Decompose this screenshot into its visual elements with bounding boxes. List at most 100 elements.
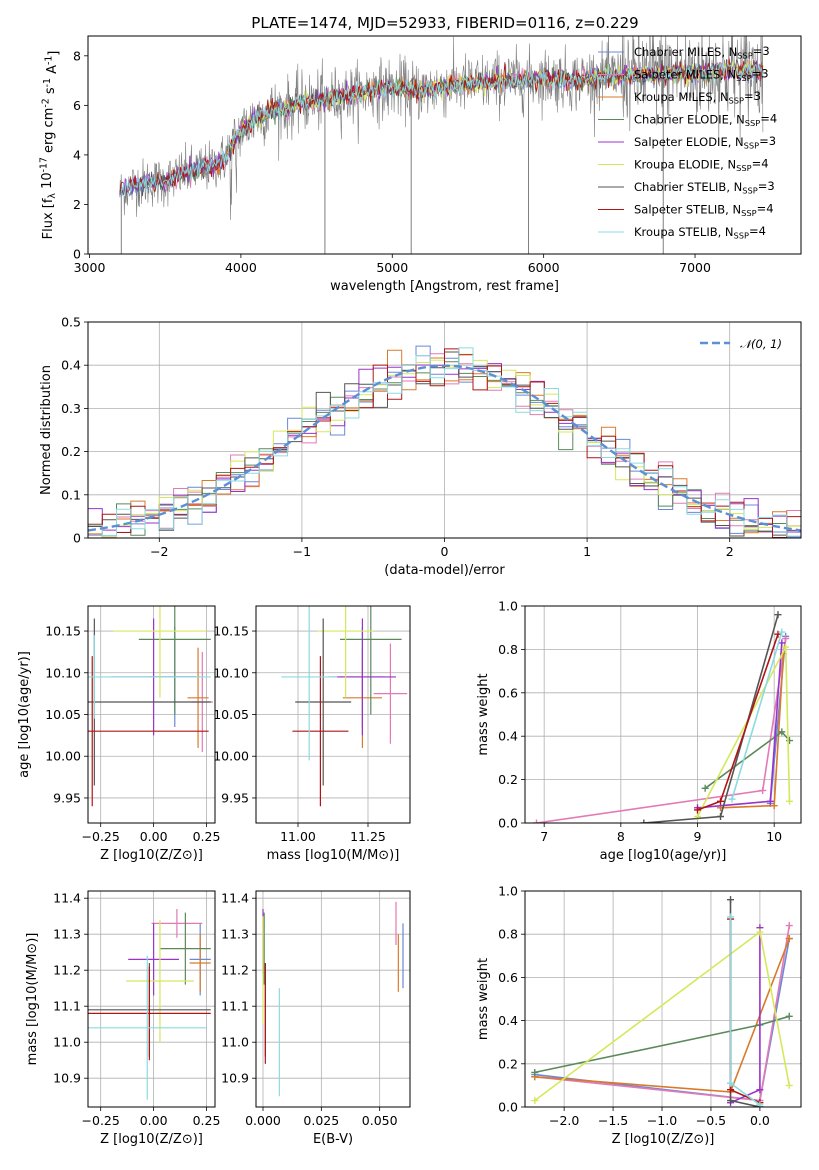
histogram-step bbox=[88, 347, 801, 538]
x-axis-label: Z [log10(Z/Z⊙)] bbox=[612, 1132, 715, 1147]
x-tick-label: 5000 bbox=[376, 260, 408, 275]
x-tick-label: 3000 bbox=[74, 260, 106, 275]
errorbar-point bbox=[317, 606, 374, 698]
mass-weight-marker bbox=[759, 786, 767, 794]
y-tick-label: 0.2 bbox=[498, 772, 518, 787]
y-tick-label: 0.2 bbox=[498, 1056, 518, 1071]
mass-weight-marker bbox=[756, 1101, 764, 1107]
x-axis-label: wavelength [Angstrom, rest frame] bbox=[330, 279, 559, 294]
plot-area-mass_vs_ebv bbox=[262, 901, 404, 1097]
y-tick-label: 8 bbox=[73, 48, 81, 63]
panel-spectrum: 3000 4000 5000 6000 7000 0 2 4 6 8 wavelength [Ang… bbox=[39, 35, 802, 294]
x-axis-label: age [log10(age/yr)] bbox=[600, 848, 727, 863]
panel-age_vs_Z: −0.25 0.00 0.25 9.95 10.00 10.05 10.10 10.15 Z [… bbox=[17, 605, 220, 863]
mass-weight-marker bbox=[778, 639, 786, 647]
y-axis-label: Normed distribution bbox=[39, 365, 54, 495]
x-tick-label: −1 bbox=[293, 544, 311, 559]
x-tick-label: 11.25 bbox=[350, 829, 386, 844]
mass-weight-marker bbox=[756, 928, 764, 936]
x-tick-label: 0.00 bbox=[140, 829, 168, 844]
plot-area-spectrum bbox=[119, 36, 764, 254]
y-tick-label: 11.2 bbox=[221, 963, 249, 978]
y-tick-label: 10.9 bbox=[221, 1071, 249, 1086]
panel-residuals: −2 −1 0 1 2 0 0.1 0.2 0.3 0.4 0.5 (data-model)/erro… bbox=[39, 315, 802, 578]
y-tick-label: 10.05 bbox=[213, 707, 249, 722]
axes-frame bbox=[524, 605, 802, 824]
mass-weight-marker bbox=[785, 922, 793, 930]
y-tick-label: 10.9 bbox=[53, 1071, 81, 1086]
x-tick-label: 9 bbox=[694, 829, 702, 844]
errorbar-point bbox=[88, 635, 211, 719]
plot-area-age_vs_Z bbox=[88, 606, 213, 807]
observed-spectrum-line bbox=[119, 36, 764, 220]
errorbar-point bbox=[189, 934, 211, 992]
x-tick-label: 1 bbox=[583, 544, 591, 559]
errorbar-point bbox=[88, 966, 211, 1061]
mass-weight-marker bbox=[778, 728, 786, 736]
mass-weight-marker bbox=[786, 797, 793, 805]
model-spectrum-line bbox=[119, 61, 764, 196]
y-axis-label: age [log10(age/yr)] bbox=[17, 651, 32, 778]
panel-mass_vs_ebv: 0.000 0.025 0.050 10.9 11.0 11.1 11.2 11.3 11.4 E… bbox=[221, 890, 411, 1147]
y-tick-label: 9.95 bbox=[221, 790, 249, 805]
y-tick-label: 10.15 bbox=[45, 624, 81, 639]
y-tick-label: 0.6 bbox=[498, 970, 518, 985]
errorbar-point bbox=[113, 606, 207, 698]
y-tick-label: 0.4 bbox=[498, 1013, 518, 1028]
axes-frame bbox=[87, 890, 216, 1108]
mass-weight-marker bbox=[782, 643, 790, 651]
y-tick-label: 0 bbox=[73, 531, 81, 546]
x-tick-label: 4000 bbox=[225, 260, 257, 275]
legend-label: Kroupa ELODIE, NSSP​=4 bbox=[634, 157, 769, 173]
y-tick-label: 0.1 bbox=[61, 487, 81, 502]
x-tick-label: −1.0 bbox=[647, 1113, 677, 1128]
legend-label: Salpeter ELODIE, NSSP​=3 bbox=[634, 134, 776, 150]
x-tick-label: 8 bbox=[617, 829, 625, 844]
mass-weight-marker bbox=[728, 795, 736, 803]
errorbar-point bbox=[159, 912, 211, 985]
y-tick-label: 11.2 bbox=[53, 963, 81, 978]
y-tick-label: 0 bbox=[73, 247, 81, 262]
y-axis-label: mass weight bbox=[476, 673, 491, 755]
x-axis-label: E(B-V) bbox=[313, 1132, 353, 1147]
panel-massweight_vs_Z: −2.0 −1.5 −1.0 −0.5 0.0 0.0 0.2 0.4 0.6 0.8 1.0 Z [… bbox=[476, 884, 802, 1147]
mass-weight-marker bbox=[533, 819, 540, 823]
legend-label: Kroupa MILES, NSSP​=3 bbox=[634, 89, 761, 105]
plot-area-massweight_vs_Z bbox=[531, 896, 793, 1107]
x-tick-label: 0.050 bbox=[362, 1113, 398, 1128]
legend-label: Salpeter STELIB, NSSP​=4 bbox=[634, 202, 774, 218]
y-tick-label: 0.4 bbox=[498, 729, 518, 744]
y-tick-label: 0.0 bbox=[498, 816, 518, 831]
errorbar-point bbox=[128, 923, 180, 996]
panel-mass_vs_Z: −0.25 0.00 0.25 10.9 11.0 11.1 11.2 11.3 11.4 Z [… bbox=[25, 890, 220, 1147]
y-tick-label: 10.00 bbox=[45, 749, 81, 764]
y-tick-label: 1.0 bbox=[498, 884, 518, 899]
y-tick-label: 11.0 bbox=[221, 1035, 249, 1050]
errorbar-point bbox=[281, 606, 338, 761]
x-tick-label: −0.25 bbox=[82, 1113, 120, 1128]
y-tick-label: 11.1 bbox=[221, 999, 249, 1014]
legend-label: Chabrier MILES, NSSP​=3 bbox=[634, 44, 770, 60]
x-tick-label: −2.0 bbox=[549, 1113, 579, 1128]
y-tick-label: 0.6 bbox=[498, 685, 518, 700]
x-tick-label: 7 bbox=[540, 829, 548, 844]
mass-weight-marker bbox=[785, 1081, 793, 1089]
y-tick-label: 10.00 bbox=[213, 749, 249, 764]
mass-weight-marker bbox=[694, 806, 701, 814]
x-tick-label: 11.00 bbox=[280, 829, 316, 844]
plot-area-residuals bbox=[88, 345, 801, 538]
y-tick-label: 0.8 bbox=[498, 642, 518, 657]
legend: Chabrier MILES, NSSP​=3 Salpeter MILES, N… bbox=[598, 44, 777, 240]
x-tick-label: 0.025 bbox=[303, 1113, 339, 1128]
y-tick-label: 4 bbox=[73, 147, 81, 162]
plot-area-age_vs_mass bbox=[281, 606, 408, 807]
errorbar-point bbox=[292, 656, 349, 807]
x-tick-label: 6000 bbox=[528, 260, 560, 275]
errorbar-point bbox=[126, 919, 194, 1043]
x-axis-label: mass [log10(M/M⊙)] bbox=[267, 848, 400, 863]
errorbar-point bbox=[138, 606, 211, 715]
plot-area-massweight_vs_age bbox=[533, 611, 793, 823]
mass-weight-marker bbox=[785, 1012, 793, 1020]
y-tick-label: 11.3 bbox=[221, 927, 249, 942]
mass-weight-marker bbox=[756, 1086, 764, 1094]
